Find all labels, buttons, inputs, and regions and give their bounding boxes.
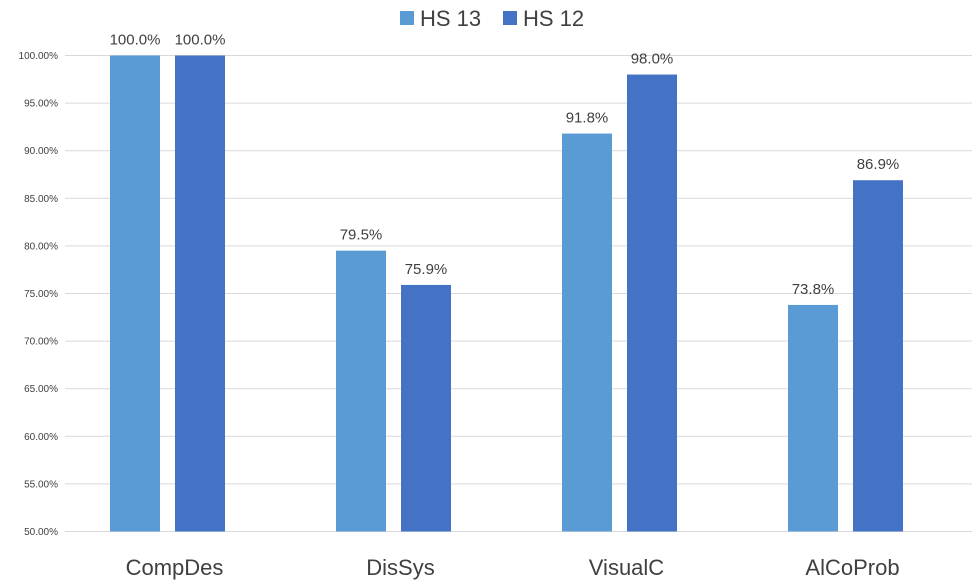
data-label: 100.0% — [175, 32, 226, 49]
y-tick-label: 90.00% — [24, 146, 58, 157]
y-tick-label: 95.00% — [24, 99, 58, 110]
data-labels: 100.0% 100.0% 79.5% 75.9% 91.8% 98.0% 73.8% 86.… — [110, 32, 900, 298]
x-category-label-compdes: CompDes — [126, 555, 224, 580]
x-category-label-alcoprob: AlCoProb — [805, 555, 899, 580]
x-axis-category-labels: CompDes DisSys VisualC AlCoProb — [126, 555, 900, 580]
bar-dissys-hs-13 — [336, 250, 386, 532]
x-category-label-dissys: DisSys — [366, 555, 434, 580]
legend: HS 13 HS 12 — [400, 6, 584, 31]
y-tick-label: 50.00% — [24, 527, 58, 538]
bar-visualc-hs-12 — [627, 74, 677, 532]
legend-swatch-hs-12 — [503, 11, 517, 25]
bar-compdes-hs-13 — [110, 55, 160, 532]
y-tick-label: 100.00% — [19, 51, 59, 62]
y-tick-label: 55.00% — [24, 479, 58, 490]
legend-label: HS 12 — [523, 6, 584, 31]
data-label: 86.9% — [857, 156, 900, 173]
y-axis-tick-labels: 50.00% 55.00% 60.00% 65.00% 70.00% 75.00% 80.0… — [19, 51, 59, 538]
y-tick-label: 70.00% — [24, 337, 58, 348]
x-category-label-visualc: VisualC — [589, 555, 665, 580]
data-label: 75.9% — [405, 261, 448, 278]
bar-visualc-hs-13 — [562, 133, 612, 532]
data-label: 91.8% — [566, 110, 609, 127]
y-tick-label: 80.00% — [24, 241, 58, 252]
legend-label: HS 13 — [420, 6, 481, 31]
bar-dissys-hs-12 — [401, 284, 451, 532]
bar-compdes-hs-12 — [175, 55, 225, 532]
bars — [110, 55, 903, 532]
data-label: 98.0% — [631, 51, 674, 68]
data-label: 73.8% — [792, 281, 835, 298]
legend-swatch-hs-13 — [400, 11, 414, 25]
y-tick-label: 60.00% — [24, 432, 58, 443]
bar-alcoprob-hs-12 — [853, 180, 903, 532]
y-tick-label: 65.00% — [24, 384, 58, 395]
y-tick-label: 85.00% — [24, 194, 58, 205]
data-label: 79.5% — [340, 227, 383, 244]
y-tick-label: 75.00% — [24, 289, 58, 300]
bar-alcoprob-hs-13 — [788, 304, 838, 532]
data-label: 100.0% — [110, 32, 161, 49]
